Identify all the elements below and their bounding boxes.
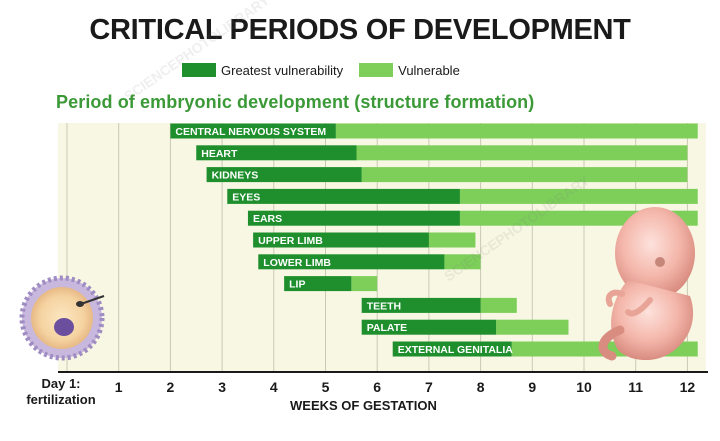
tick-label-4: 4 xyxy=(270,379,278,395)
tick-label-3: 3 xyxy=(218,379,226,395)
bar-vulnerable-0 xyxy=(335,123,698,139)
chart-subtitle: Period of embryonic development (structu… xyxy=(56,92,535,112)
bar-greatest-2 xyxy=(206,167,362,183)
bar-vulnerable-5 xyxy=(428,232,476,248)
tick-label-10: 10 xyxy=(576,379,592,395)
bar-vulnerable-1 xyxy=(356,145,688,161)
bar-label-4: EARS xyxy=(253,213,282,225)
bar-vulnerable-9 xyxy=(496,319,569,335)
bar-vulnerable-7 xyxy=(351,276,378,292)
bar-greatest-6 xyxy=(258,254,445,270)
fertilized-egg-illustration xyxy=(19,275,105,361)
tick-label-9: 9 xyxy=(528,379,536,395)
bar-greatest-8 xyxy=(361,297,481,313)
tick-label-8: 8 xyxy=(477,379,485,395)
chart-title: CRITICAL PERIODS OF DEVELOPMENT xyxy=(89,14,631,46)
x-axis-label: WEEKS OF GESTATION xyxy=(290,398,437,413)
day1-label: Day 1: fertilization xyxy=(14,376,108,408)
bar-label-5: UPPER LIMB xyxy=(258,235,323,247)
tick-label-1: 1 xyxy=(115,379,123,395)
legend-greatest-swatch xyxy=(182,63,216,77)
day1-line1: Day 1: xyxy=(41,376,81,391)
bar-vulnerable-2 xyxy=(361,167,688,183)
bar-label-1: HEART xyxy=(201,148,238,160)
bar-greatest-3 xyxy=(227,188,460,204)
legend-vulnerable-label: Vulnerable xyxy=(398,62,460,78)
bar-label-7: LIP xyxy=(289,279,305,291)
bar-label-10: EXTERNAL GENITALIA xyxy=(398,344,514,356)
tick-label-2: 2 xyxy=(167,379,175,395)
day1-line2: fertilization xyxy=(26,392,96,407)
tick-label-11: 11 xyxy=(628,379,643,395)
bar-label-8: TEETH xyxy=(367,300,401,312)
bar-label-3: EYES xyxy=(232,191,260,203)
bar-vulnerable-6 xyxy=(444,254,481,270)
bar-greatest-5 xyxy=(253,232,429,248)
bar-greatest-10 xyxy=(392,341,512,357)
bar-greatest-1 xyxy=(196,145,357,161)
tick-label-5: 5 xyxy=(322,379,330,395)
bar-vulnerable-3 xyxy=(459,188,698,204)
bar-label-6: LOWER LIMB xyxy=(263,257,331,269)
bar-greatest-9 xyxy=(361,319,497,335)
bar-vulnerable-8 xyxy=(480,297,517,313)
bar-label-9: PALATE xyxy=(367,322,407,334)
tick-label-7: 7 xyxy=(425,379,433,395)
x-axis-line xyxy=(58,371,708,373)
bar-label-0: CENTRAL NERVOUS SYSTEM xyxy=(175,126,326,138)
legend: Greatest vulnerability Vulnerable xyxy=(182,62,470,78)
legend-greatest-label: Greatest vulnerability xyxy=(221,62,344,78)
bar-greatest-4 xyxy=(247,210,460,226)
legend-vulnerable-swatch xyxy=(359,63,394,77)
bar-greatest-7 xyxy=(284,276,352,292)
tick-label-12: 12 xyxy=(680,379,696,395)
embryo-illustration xyxy=(598,207,695,361)
tick-label-6: 6 xyxy=(373,379,381,395)
bar-greatest-0 xyxy=(170,123,336,139)
bar-label-2: KIDNEYS xyxy=(212,170,259,182)
